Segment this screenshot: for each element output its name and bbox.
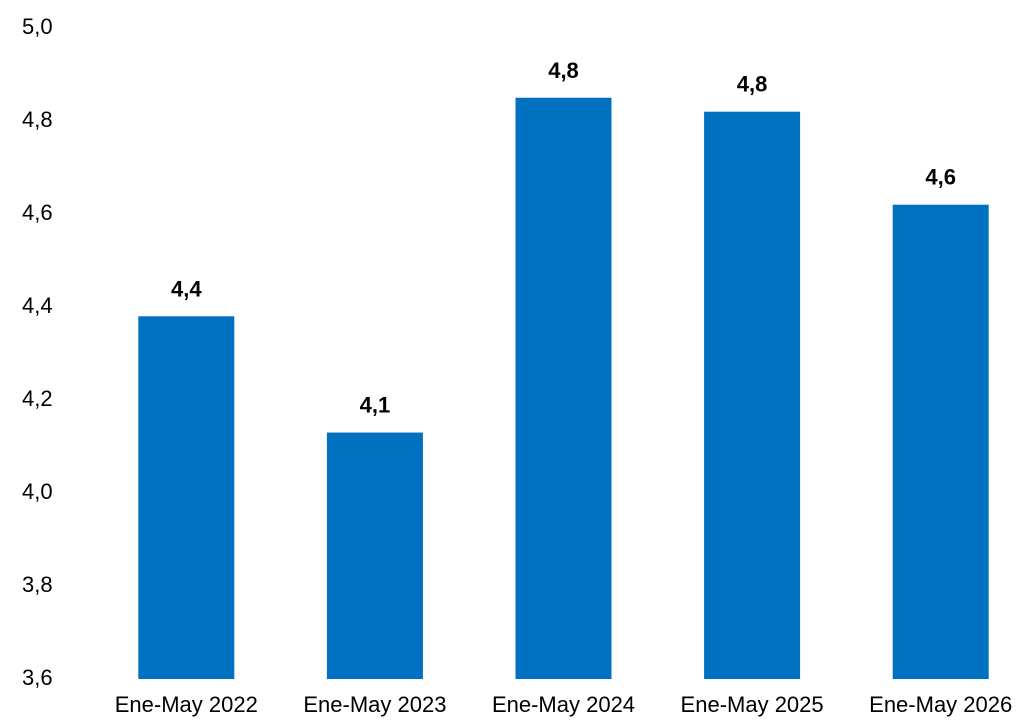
y-axis: 5,0 4,8 4,6 4,4 4,2 4,0 3,8 3,6	[22, 14, 53, 690]
x-category-label: Ene-May 2026	[869, 692, 1012, 717]
bar	[138, 316, 235, 679]
y-tick-label: 3,8	[22, 572, 53, 597]
y-tick-label: 5,0	[22, 14, 53, 39]
bar	[326, 432, 423, 679]
x-category-label: Ene-May 2023	[303, 692, 446, 717]
x-category-label: Ene-May 2025	[681, 692, 824, 717]
y-tick-label: 3,6	[22, 665, 53, 690]
bar-data-label: 4,8	[548, 58, 579, 83]
bar	[892, 204, 989, 679]
y-tick-label: 4,4	[22, 293, 53, 318]
y-tick-label: 4,8	[22, 107, 53, 132]
x-axis: Ene-May 2022 Ene-May 2023 Ene-May 2024 Ene-…	[115, 692, 1012, 717]
y-tick-label: 4,6	[22, 200, 53, 225]
bar-data-label: 4,1	[360, 393, 391, 418]
bar	[704, 111, 801, 679]
y-tick-label: 4,2	[22, 386, 53, 411]
bar	[515, 97, 612, 679]
bar-data-label: 4,6	[925, 165, 956, 190]
y-tick-label: 4,0	[22, 479, 53, 504]
data-labels-group: 4,4 4,1 4,8 4,8 4,6	[171, 58, 956, 418]
bar-data-label: 4,8	[737, 72, 768, 97]
x-category-label: Ene-May 2024	[492, 692, 635, 717]
bars-group	[138, 97, 989, 679]
bar-data-label: 4,4	[171, 276, 202, 301]
x-category-label: Ene-May 2022	[115, 692, 258, 717]
